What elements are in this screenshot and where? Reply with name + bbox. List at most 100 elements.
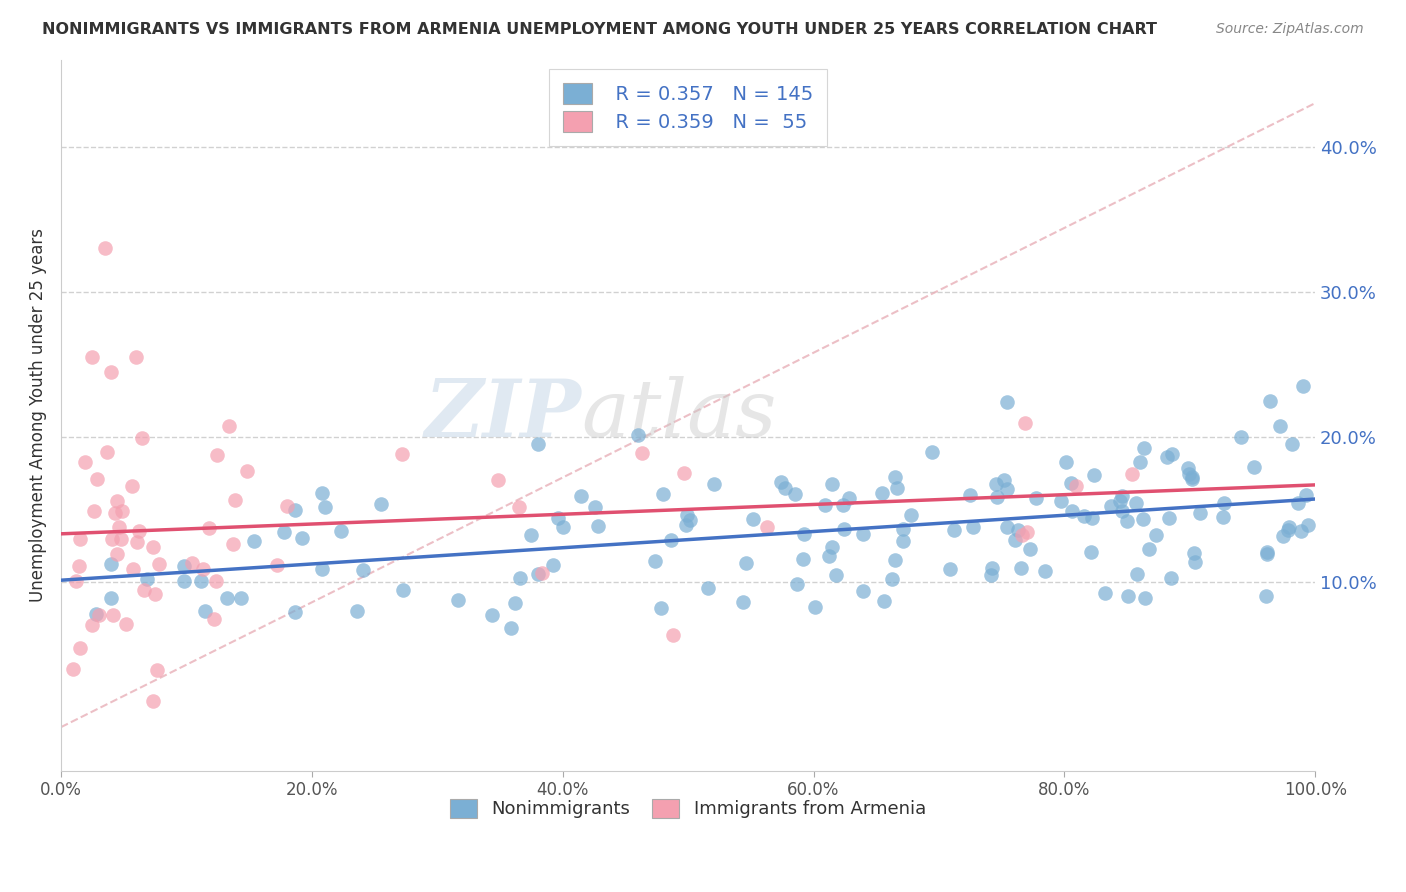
Point [284,605,307,619]
Point [346,604,368,618]
Point [755,519,778,533]
Point [353,563,375,577]
Point [136,572,159,586]
Point [1099,499,1122,513]
Point [86,471,108,485]
Point [773,481,796,495]
Point [880,573,903,587]
Point [585,500,607,514]
Point [1033,564,1056,578]
Point [142,694,165,708]
Point [1004,533,1026,547]
Point [229,591,252,605]
Point [821,540,844,554]
Point [146,663,169,677]
Point [891,522,914,536]
Point [173,574,195,589]
Point [481,608,503,623]
Point [87,608,110,623]
Point [1064,479,1087,493]
Point [1115,514,1137,528]
Point [1292,379,1315,393]
Point [84,607,107,621]
Point [900,508,922,523]
Point [938,561,960,575]
Point [980,567,1002,582]
Point [814,498,837,512]
Point [981,560,1004,574]
Point [804,599,827,614]
Point [527,566,550,581]
Text: ZIP: ZIP [425,376,582,454]
Point [108,520,131,534]
Point [391,447,413,461]
Point [125,350,148,364]
Point [893,534,915,549]
Point [1178,467,1201,481]
Point [995,482,1018,496]
Point [370,497,392,511]
Point [993,473,1015,487]
Point [786,576,808,591]
Point [986,490,1008,504]
Point [630,446,652,460]
Point [222,537,245,551]
Point [100,365,122,379]
Point [1111,504,1133,518]
Point [236,464,259,478]
Point [1054,455,1077,469]
Point [1229,430,1251,444]
Point [884,470,907,484]
Point [1289,524,1312,538]
Point [731,595,754,609]
Point [962,520,984,534]
Point [531,566,554,580]
Point [1050,493,1073,508]
Point [103,506,125,520]
Point [131,431,153,445]
Point [508,500,530,514]
Point [1121,467,1143,482]
Point [1129,455,1152,469]
Point [311,486,333,500]
Point [1243,460,1265,475]
Point [586,519,609,533]
Point [769,475,792,489]
Point [205,574,228,589]
Point [886,481,908,495]
Point [792,551,814,566]
Point [852,527,875,541]
Point [943,523,966,537]
Point [1109,494,1132,508]
Point [675,517,697,532]
Point [703,477,725,491]
Point [194,604,217,618]
Point [1184,555,1206,569]
Point [1011,527,1033,541]
Point [1277,524,1299,538]
Point [1295,488,1317,502]
Point [197,520,219,534]
Point [111,504,134,518]
Point [509,571,531,585]
Point [1126,567,1149,582]
Point [672,467,695,481]
Point [650,600,672,615]
Point [1116,589,1139,603]
Point [519,528,541,542]
Point [676,508,699,523]
Point [132,582,155,597]
Point [569,489,592,503]
Point [105,547,128,561]
Point [217,591,239,606]
Point [1060,475,1083,490]
Point [207,448,229,462]
Point [96,444,118,458]
Point [100,591,122,606]
Point [1081,510,1104,524]
Point [824,567,846,582]
Point [1271,529,1294,543]
Point [661,628,683,642]
Point [870,486,893,500]
Point [1296,517,1319,532]
